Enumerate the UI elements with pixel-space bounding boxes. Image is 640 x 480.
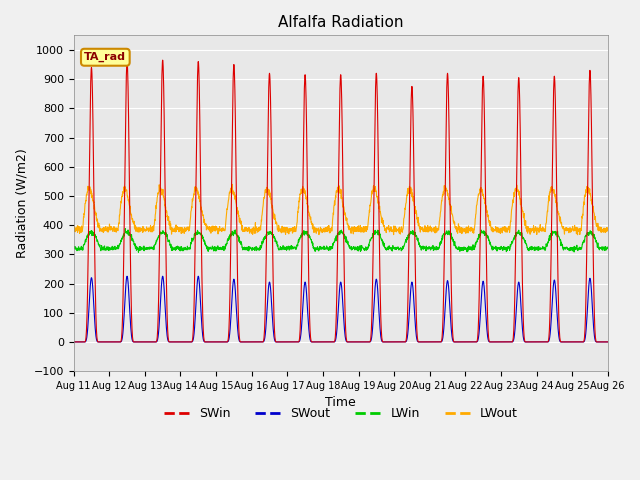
SWout: [356, 339, 364, 345]
Line: LWin: LWin: [74, 228, 607, 252]
LWout: [496, 228, 504, 234]
SWin: [604, 339, 611, 345]
LWin: [70, 245, 77, 251]
LWout: [604, 227, 611, 233]
SWout: [124, 273, 131, 279]
LWin: [122, 226, 129, 231]
SWin: [159, 57, 166, 63]
LWin: [368, 235, 376, 241]
SWout: [604, 339, 611, 345]
SWout: [219, 339, 227, 345]
SWin: [572, 339, 579, 345]
Line: LWout: LWout: [74, 184, 607, 235]
LWout: [557, 216, 564, 222]
LWout: [573, 232, 581, 238]
Legend: SWin, SWout, LWin, LWout: SWin, SWout, LWin, LWout: [159, 402, 523, 425]
LWout: [572, 227, 579, 232]
LWin: [219, 245, 227, 251]
SWin: [70, 339, 77, 345]
LWin: [604, 245, 611, 251]
Title: Alfalfa Radiation: Alfalfa Radiation: [278, 15, 403, 30]
LWout: [70, 228, 77, 234]
LWout: [368, 188, 376, 194]
SWin: [557, 338, 564, 344]
SWout: [496, 339, 504, 345]
LWin: [356, 246, 364, 252]
SWout: [70, 339, 77, 345]
SWout: [368, 335, 376, 341]
Line: SWin: SWin: [74, 60, 607, 342]
X-axis label: Time: Time: [325, 396, 356, 409]
Text: TA_rad: TA_rad: [84, 52, 126, 62]
LWin: [572, 245, 579, 251]
SWin: [496, 339, 504, 345]
SWin: [368, 321, 376, 327]
LWout: [219, 225, 227, 231]
LWout: [356, 225, 364, 230]
SWin: [219, 339, 227, 345]
Line: SWout: SWout: [74, 276, 607, 342]
LWin: [496, 247, 504, 252]
SWout: [557, 339, 564, 345]
Y-axis label: Radiation (W/m2): Radiation (W/m2): [15, 148, 28, 258]
SWout: [572, 339, 579, 345]
LWin: [134, 250, 142, 255]
SWin: [356, 339, 364, 345]
LWin: [557, 238, 564, 244]
LWout: [228, 181, 236, 187]
